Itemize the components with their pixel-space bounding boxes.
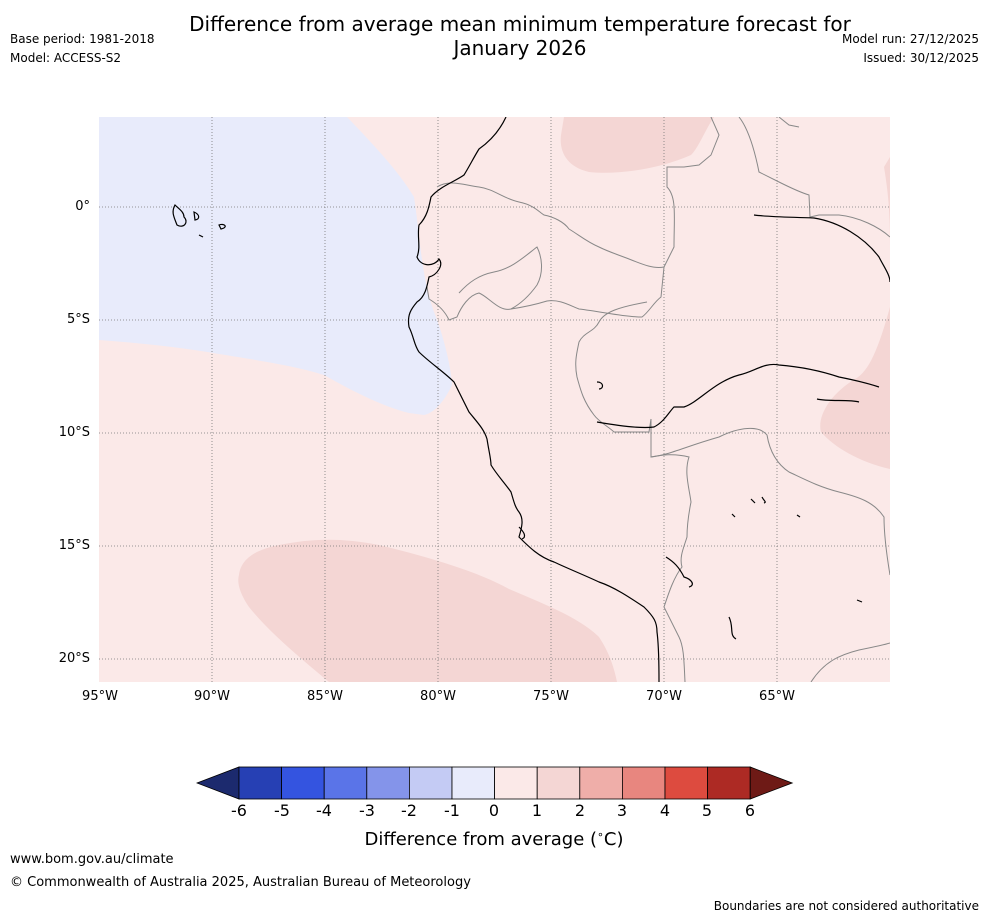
colorbar-tick: 5 [701,801,713,820]
colorbar-cell [366,766,410,800]
anomaly-1-to-2-region-east [820,307,890,469]
lat-label-15s: 15°S [58,538,90,553]
boundaries-disclaimer: Boundaries are not considered authoritat… [713,899,979,913]
lat-label-0: 0° [75,199,90,214]
lon-label-80w: 80°W [420,689,456,704]
anomaly-1-to-2-region-northeast [884,157,890,247]
colorbar-cell [536,766,581,800]
colorbar-cell [323,766,368,800]
colorbar-tick: -5 [274,801,290,820]
colorbar-tick: 0 [488,801,500,820]
colorbar-tick: -2 [401,801,417,820]
colorbar-cell [579,766,623,800]
colorbar-tick: 6 [744,801,756,820]
colorbar-cell [451,766,495,800]
website-link[interactable]: www.bom.gov.au/climate [10,852,174,867]
lat-label-20s: 20°S [58,651,90,666]
coastlines [172,117,890,682]
lon-label-85w: 85°W [307,689,343,704]
colorbar-cell [664,766,708,800]
colorbar-label-text: Difference from average ( [364,829,598,850]
lon-label-75w: 75°W [533,689,569,704]
colorbar-cell [281,766,325,800]
colorbar-label-unit: C) [603,829,624,850]
colorbar-cell [238,766,282,800]
colorbar-tick: -6 [231,801,247,820]
map-title-line1: Difference from average mean minimum tem… [189,12,851,36]
map-title-line2: January 2026 [453,36,587,60]
colorbar-tick: -3 [359,801,375,820]
colorbar-label: Difference from average (∘C) [0,828,988,850]
colorbar-extend-low [196,766,240,800]
lon-label-95w: 95°W [82,689,118,704]
anomaly-map [99,117,890,682]
colorbar-cell [707,766,751,800]
model-name: Model: ACCESS-S2 [10,51,122,65]
country-borders [426,117,890,682]
map-title: Difference from average mean minimum tem… [160,12,880,60]
colorbar-tick: 4 [659,801,671,820]
colorbar-tick: -1 [444,801,460,820]
lon-label-90w: 90°W [194,689,230,704]
colorbar-extend-high [749,766,794,800]
degree-symbol: ∘ [597,828,604,841]
lon-label-70w: 70°W [646,689,682,704]
base-period: Base period: 1981-2018 [10,32,155,46]
lat-label-10s: 10°S [58,425,90,440]
graticule [99,117,890,682]
colorbar-tick: 1 [531,801,543,820]
colorbar-tick: 3 [616,801,628,820]
anomaly-1-to-2-region-north [560,117,714,173]
model-run: Model run: 27/12/2025 [841,32,979,46]
copyright-notice: © Commonwealth of Australia 2025, Austra… [10,875,471,890]
anomaly-minus1-to-0-region [99,117,452,415]
colorbar-tick: 2 [574,801,586,820]
colorbar-cell [494,766,538,800]
lat-label-5s: 5°S [66,312,90,327]
colorbar-cell [621,766,666,800]
colorbar [196,766,794,800]
issued-date: Issued: 30/12/2025 [863,51,979,65]
lon-label-65w: 65°W [759,689,795,704]
colorbar-tick: -4 [316,801,332,820]
colorbar-cell [408,766,453,800]
anomaly-1-to-2-region-pacific [238,539,618,682]
